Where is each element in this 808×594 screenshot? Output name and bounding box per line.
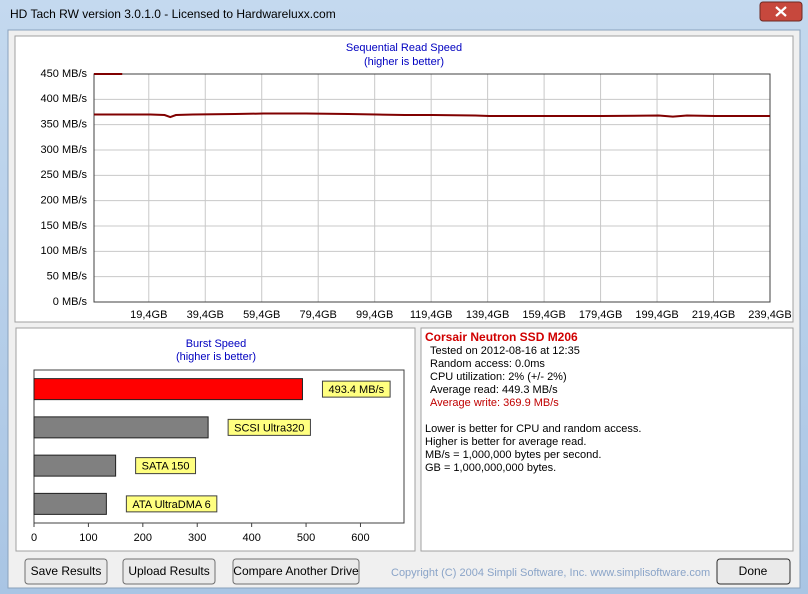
x-tick-label: 99,4GB: [356, 309, 393, 321]
chart-subtitle: (higher is better): [176, 351, 256, 363]
y-tick-label: 400 MB/s: [41, 93, 88, 105]
y-tick-label: 100 MB/s: [41, 245, 88, 257]
info-line: Random access: 0.0ms: [430, 358, 545, 370]
x-tick-label: 239,4GB: [748, 309, 791, 321]
upload-button[interactable]: [122, 558, 216, 585]
x-tick-label: 0: [31, 532, 37, 544]
bar: [33, 378, 303, 401]
info-note: Higher is better for average read.: [425, 436, 586, 448]
plot-border: [93, 73, 771, 303]
x-tick-label: 179,4GB: [579, 309, 622, 321]
x-tick-label: 199,4GB: [635, 309, 678, 321]
save-button[interactable]: [24, 558, 108, 585]
x-tick-label: 59,4GB: [243, 309, 280, 321]
info-note: MB/s = 1,000,000 bytes per second.: [425, 449, 601, 461]
x-tick-label: 600: [351, 532, 369, 544]
plot-area: [94, 74, 770, 302]
x-tick-label: 39,4GB: [187, 309, 224, 321]
x-tick-label: 139,4GB: [466, 309, 509, 321]
info-line: Tested on 2012-08-16 at 12:35: [430, 345, 580, 357]
drive-name: Corsair Neutron SSD M206: [425, 330, 578, 344]
bar-label: SCSI Ultra320: [234, 422, 304, 434]
copyright: Copyright (C) 2004 Simpli Software, Inc.…: [391, 567, 710, 579]
x-tick-label: 79,4GB: [300, 309, 337, 321]
info-panel: [420, 327, 794, 552]
x-tick-label: 100: [79, 532, 97, 544]
info-notes: Lower is better for CPU and random acces…: [425, 423, 641, 474]
compare-button[interactable]: [232, 558, 360, 585]
x-tick-label: 119,4GB: [410, 309, 453, 321]
y-tick-label: 350 MB/s: [41, 119, 88, 131]
bar-label: 493.4 MB/s: [328, 384, 384, 396]
bar-label-box: [321, 380, 391, 398]
button-label: Compare Another Drive: [233, 564, 359, 578]
info-line: CPU utilization: 2% (+/- 2%): [430, 371, 567, 383]
bar: [33, 416, 209, 439]
button-label: Save Results: [31, 564, 102, 578]
info-line: Average write: 369.9 MB/s: [430, 397, 559, 409]
y-tick-label: 50 MB/s: [47, 271, 88, 283]
bar-label-box: [135, 457, 197, 475]
bar: [33, 492, 107, 515]
y-tick-label: 300 MB/s: [41, 144, 88, 156]
x-tick-label: 500: [297, 532, 315, 544]
button-label: Done: [739, 564, 768, 578]
info-note: Lower is better for CPU and random acces…: [425, 423, 641, 435]
bar-label-box: [227, 418, 311, 436]
x-tick-label: 219,4GB: [692, 309, 735, 321]
x-tick-label: 300: [188, 532, 206, 544]
x-tick-label: 159,4GB: [522, 309, 565, 321]
y-tick-label: 450 MB/s: [41, 68, 88, 80]
y-tick-label: 250 MB/s: [41, 169, 88, 181]
button-label: Upload Results: [128, 564, 209, 578]
window-title: HD Tach RW version 3.0.1.0 - Licensed to…: [10, 7, 336, 21]
chart-subtitle: (higher is better): [364, 56, 444, 68]
done-button[interactable]: [716, 558, 791, 585]
bar-label: SATA 150: [142, 461, 190, 473]
close-icon: [775, 6, 787, 17]
x-tick-label: 19,4GB: [130, 309, 167, 321]
bar: [33, 454, 117, 477]
y-tick-label: 0 MB/s: [53, 296, 88, 308]
info-note: GB = 1,000,000,000 bytes.: [425, 462, 556, 474]
x-tick-label: 400: [242, 532, 260, 544]
info-line: Average read: 449.3 MB/s: [430, 384, 558, 396]
y-tick-label: 150 MB/s: [41, 220, 88, 232]
data-line: [94, 112, 770, 119]
chart-title: Sequential Read Speed: [346, 42, 462, 54]
y-tick-label: 200 MB/s: [41, 195, 88, 207]
chart-title: Burst Speed: [186, 338, 247, 350]
bar-label-box: [125, 495, 218, 513]
x-tick-label: 200: [134, 532, 152, 544]
bar-label: ATA UltraDMA 6: [132, 499, 210, 511]
